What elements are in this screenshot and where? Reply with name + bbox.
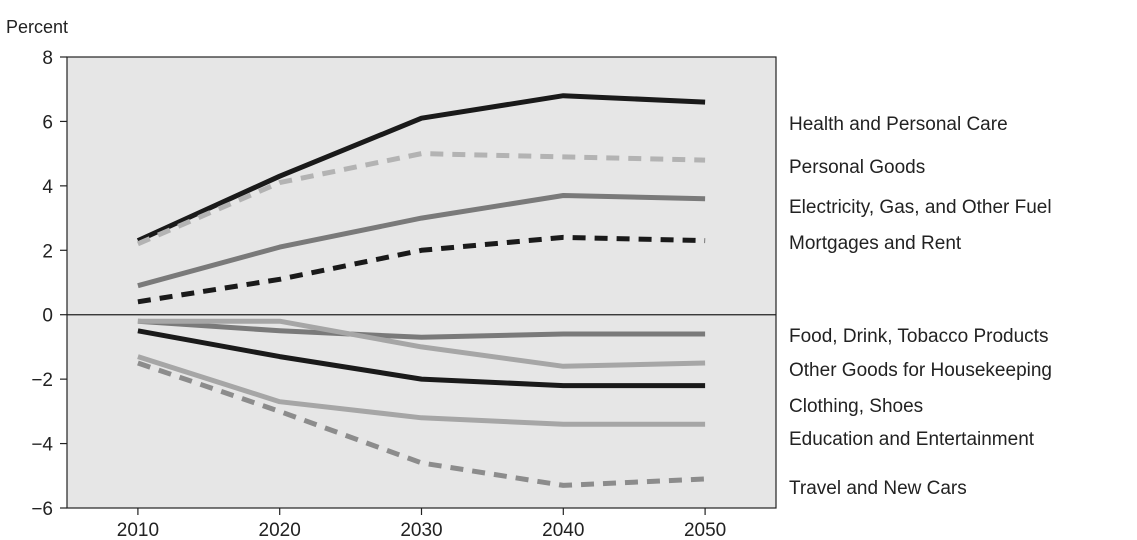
- y-tick-label: −6: [31, 499, 53, 520]
- legend-label-6: Other Goods for Housekeeping: [789, 360, 1052, 381]
- y-tick-label: 4: [42, 177, 53, 198]
- y-tick-label: 8: [42, 48, 53, 69]
- x-tick-label: 2010: [117, 520, 159, 540]
- legend-label-8: Education and Entertainment: [789, 429, 1035, 450]
- legend-label-1: Health and Personal Care: [789, 114, 1008, 135]
- x-axis-ticks: 2010 2020 2030 2040 2050: [117, 508, 726, 540]
- legend-label-3: Electricity, Gas, and Other Fuel: [789, 197, 1052, 218]
- series-line-9: [137, 360, 706, 488]
- legend-label-5: Food, Drink, Tobacco Products: [789, 326, 1048, 347]
- y-tick-label: −4: [31, 435, 53, 456]
- y-tick-label: 6: [42, 112, 53, 133]
- series-line-2: [136, 151, 706, 247]
- series-line-3: [137, 193, 706, 289]
- y-tick-label: −2: [31, 370, 53, 391]
- series-line-6: [137, 318, 706, 369]
- legend: Health and Personal Care Personal Goods El…: [789, 114, 1052, 499]
- legend-label-7: Clothing, Shoes: [789, 396, 923, 417]
- series-layer: [136, 93, 706, 488]
- series-line-4: [137, 234, 706, 305]
- y-tick-label: 2: [42, 241, 53, 262]
- x-tick-label: 2030: [400, 520, 442, 540]
- series-line-7: [137, 328, 706, 389]
- legend-label-9: Travel and New Cars: [789, 478, 967, 499]
- legend-label-4: Mortgages and Rent: [789, 233, 962, 254]
- x-tick-label: 2020: [259, 520, 301, 540]
- x-tick-label: 2040: [542, 520, 584, 540]
- series-line-1: [136, 93, 706, 243]
- y-tick-label: 0: [42, 306, 53, 327]
- x-tick-label: 2050: [684, 520, 726, 540]
- series-line-5: [137, 318, 706, 340]
- y-axis-label: Percent: [6, 17, 68, 37]
- y-axis-ticks: −6 −4 −2 0 2 4 6 8: [31, 48, 67, 520]
- plot-area: [67, 57, 776, 508]
- series-line-8: [137, 354, 706, 427]
- legend-label-2: Personal Goods: [789, 157, 925, 178]
